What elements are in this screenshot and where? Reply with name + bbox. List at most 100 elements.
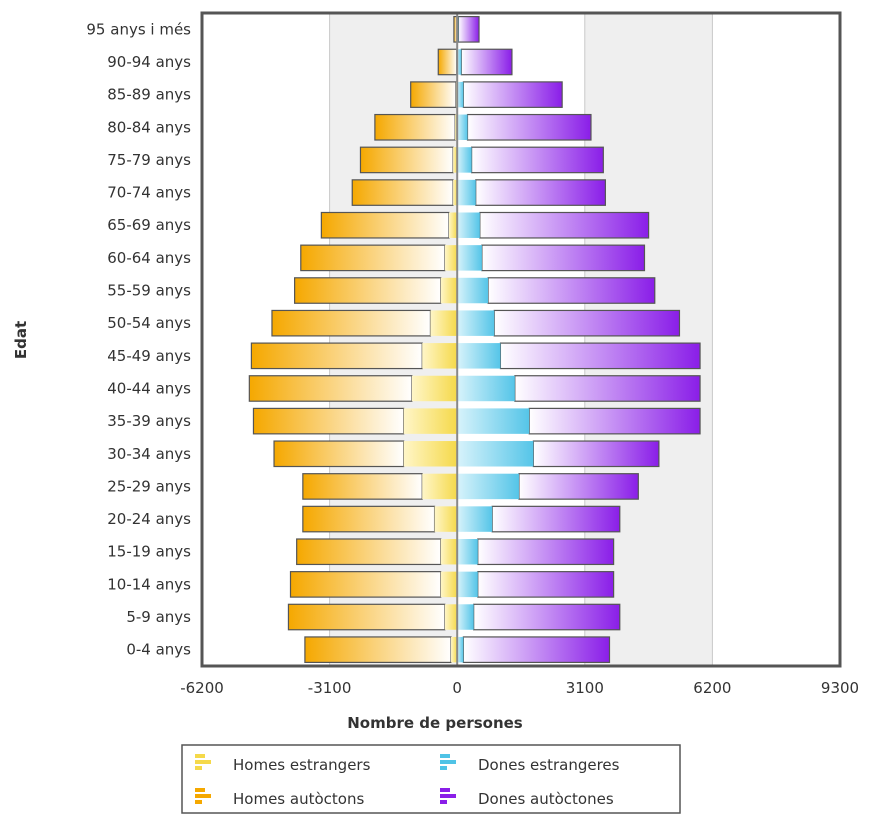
grid-band	[584, 13, 713, 666]
bar-dones-estrangeres	[457, 408, 530, 434]
bar-dones-autoctones	[481, 244, 646, 272]
bar-homes-estrangers	[440, 571, 458, 598]
y-tick-label: 25-29 anys	[107, 477, 191, 495]
bar-dones-autoctones	[528, 407, 701, 435]
y-tick-label: 10-14 anys	[107, 575, 191, 593]
bar-homes-estrangers	[455, 114, 458, 141]
bar-dones-autoctones	[493, 309, 681, 337]
bar-homes-autoctons	[351, 179, 454, 206]
bar-homes-autoctons	[248, 375, 413, 402]
bar-dones-estrangeres	[457, 604, 474, 630]
bar-chart-icon	[440, 788, 456, 804]
bar-homes-estrangers	[434, 506, 458, 532]
bar-homes-estrangers	[403, 408, 458, 434]
bar-homes-estrangers	[411, 375, 458, 402]
legend-item: Homes estrangers	[195, 754, 371, 774]
legend-item: Homes autòctons	[195, 788, 364, 808]
bar-homes-autoctons	[374, 113, 456, 141]
legend-label: Dones autòctones	[478, 790, 614, 808]
bar-homes-estrangers	[440, 277, 458, 304]
bar-homes-estrangers	[440, 538, 458, 565]
legend: Homes estrangers Dones estrangeres Homes a…	[181, 744, 681, 814]
bar-dones-autoctones	[487, 277, 656, 304]
bar-dones-autoctones	[457, 15, 480, 43]
y-tick-label: 0-4 anys	[126, 641, 191, 659]
y-tick-labels: 0-4 anys 5-9 anys 10-14 anys 15-19 anys 20-2…	[86, 20, 191, 658]
bar-dones-autoctones	[466, 113, 592, 141]
bar-homes-estrangers	[453, 147, 458, 173]
y-tick-label: 5-9 anys	[126, 608, 191, 626]
bar-homes-estrangers	[444, 245, 458, 271]
bar-homes-autoctons	[302, 473, 423, 500]
bar-homes-autoctons	[289, 571, 442, 598]
bar-dones-autoctones	[477, 571, 615, 598]
y-tick-label: 75-79 anys	[107, 151, 191, 169]
bar-dones-autoctones	[471, 146, 604, 174]
y-tick-label: 95 anys i més	[86, 20, 191, 38]
bar-dones-estrangeres	[457, 114, 468, 141]
y-tick-label: 15-19 anys	[107, 543, 191, 561]
y-tick-label: 65-69 anys	[107, 216, 191, 234]
bar-homes-autoctons	[252, 407, 405, 435]
bar-dones-estrangeres	[457, 375, 515, 402]
bar-dones-estrangeres	[457, 473, 519, 500]
bar-homes-autoctons	[302, 505, 436, 533]
bar-dones-autoctones	[477, 538, 615, 566]
y-tick-label: 90-94 anys	[107, 53, 191, 71]
bar-homes-autoctons	[287, 603, 446, 631]
y-tick-label: 45-49 anys	[107, 347, 191, 365]
y-tick-label: 55-59 anys	[107, 282, 191, 300]
bar-homes-autoctons	[294, 277, 442, 304]
y-axis-title: Edat	[12, 321, 30, 359]
bar-dones-autoctones	[462, 636, 611, 664]
bar-homes-autoctons	[437, 48, 458, 76]
x-tick-label: 9300	[821, 679, 859, 697]
bar-dones-estrangeres	[457, 147, 472, 173]
y-tick-label: 35-39 anys	[107, 412, 191, 430]
bar-chart-icon	[440, 754, 456, 770]
legend-box	[181, 744, 681, 814]
bar-dones-autoctones	[473, 603, 621, 631]
bar-dones-autoctones	[499, 342, 701, 370]
bar-dones-estrangeres	[457, 571, 478, 598]
bar-homes-estrangers	[448, 212, 458, 238]
bar-dones-estrangeres	[457, 49, 462, 75]
x-tick-label: 0	[452, 679, 462, 697]
legend-item: Dones estrangeres	[440, 754, 620, 774]
y-tick-label: 70-74 anys	[107, 184, 191, 202]
y-tick-label: 60-64 anys	[107, 249, 191, 267]
bar-homes-autoctons	[359, 146, 454, 174]
bar-dones-autoctones	[518, 473, 639, 500]
y-tick-label: 20-24 anys	[107, 510, 191, 528]
bar-dones-estrangeres	[457, 277, 489, 304]
bar-homes-estrangers	[422, 473, 458, 500]
bar-homes-autoctons	[271, 309, 432, 337]
bar-dones-estrangeres	[457, 310, 495, 336]
y-tick-label: 50-54 anys	[107, 314, 191, 332]
bar-homes-autoctons	[410, 81, 457, 108]
bar-homes-estrangers	[444, 604, 458, 630]
bar-dones-estrangeres	[457, 343, 501, 369]
bar-homes-autoctons	[250, 342, 423, 370]
bar-dones-autoctones	[479, 211, 650, 239]
bar-dones-estrangeres	[457, 179, 476, 206]
bar-dones-estrangeres	[457, 636, 464, 663]
legend-item: Dones autòctones	[440, 788, 614, 808]
plot-border	[200, 11, 842, 668]
x-tick-label: -3100	[308, 679, 352, 697]
bar-dones-autoctones	[462, 81, 563, 108]
x-tick-labels: -6200 -3100 0 3100 6200 9300	[180, 679, 859, 697]
bar-dones-autoctones	[460, 48, 513, 76]
bar-homes-estrangers	[430, 310, 458, 336]
bar-homes-estrangers	[453, 179, 458, 206]
x-tick-label: 3100	[566, 679, 604, 697]
bar-dones-estrangeres	[457, 212, 480, 238]
bar-dones-estrangeres	[457, 538, 478, 565]
bar-dones-autoctones	[475, 179, 606, 206]
bar-homes-autoctons	[300, 244, 446, 272]
plot-background	[202, 13, 840, 666]
bar-homes-autoctons	[273, 440, 405, 468]
y-tick-label: 40-44 anys	[107, 379, 191, 397]
y-tick-label: 85-89 anys	[107, 86, 191, 104]
